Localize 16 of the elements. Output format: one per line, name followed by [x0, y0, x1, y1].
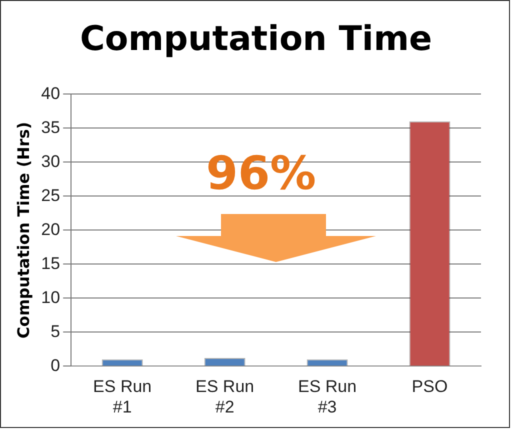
annotation: 96% [206, 146, 316, 200]
y-tick-label: 20 [41, 220, 60, 239]
y-tick-label: 15 [41, 254, 60, 273]
y-tick-label: 35 [41, 118, 60, 137]
y-tick-label: 10 [41, 288, 60, 307]
y-axis-title: Computation Time (Hrs) [14, 122, 33, 339]
x-tick-label: PSO [412, 377, 448, 396]
chart-title: Computation Time [78, 19, 434, 59]
x-tick-label: ES Run #3 [298, 377, 357, 416]
x-tick-label: ES Run #2 [196, 377, 254, 416]
y-tick-label: 30 [41, 152, 60, 171]
y-tick-label: 25 [41, 186, 60, 205]
y-tick-label: 0 [50, 356, 60, 375]
x-tick-label: ES Run #1 [93, 377, 152, 416]
y-tick-label: 5 [50, 322, 60, 341]
y-tick-label: 40 [41, 84, 60, 103]
